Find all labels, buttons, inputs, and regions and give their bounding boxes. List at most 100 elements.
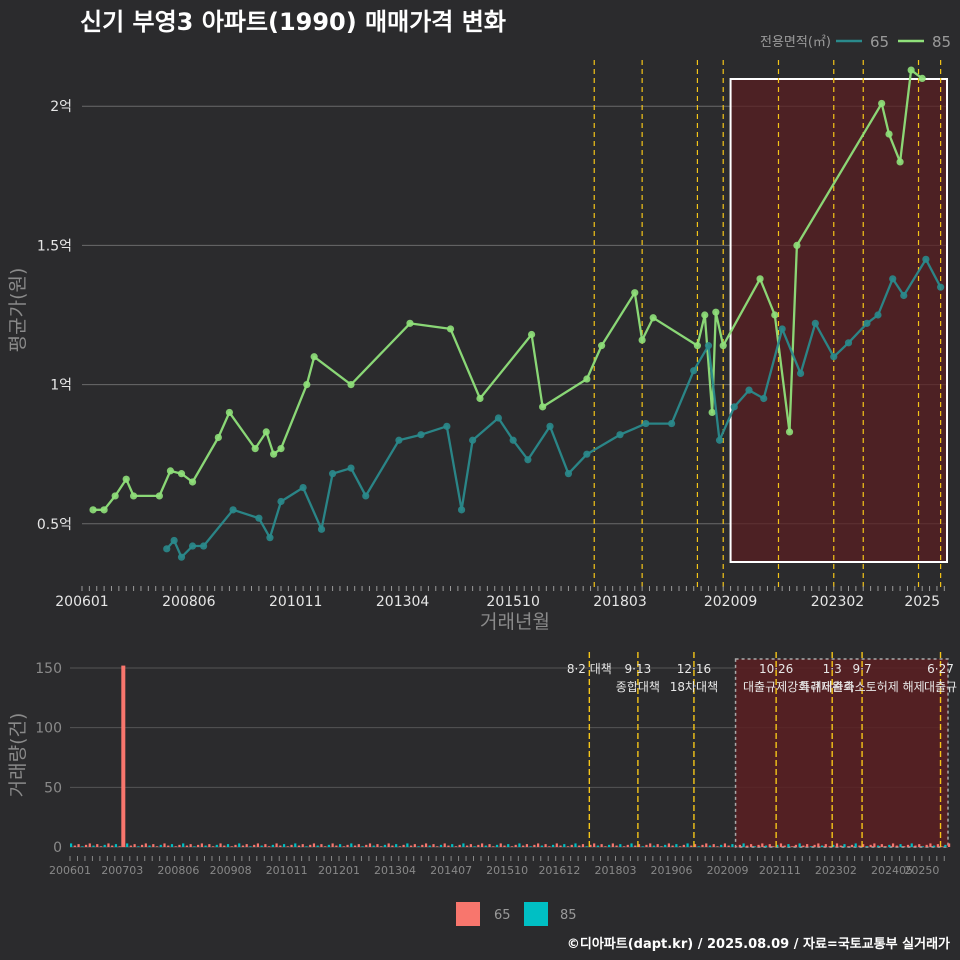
policy-label-bottom: 대출규제강화: [743, 680, 809, 694]
policy-label-top: 6·27: [927, 662, 954, 676]
volume-bar: [428, 845, 431, 847]
y-tick-label: 1억: [50, 378, 72, 394]
data-point-65: [188, 542, 197, 550]
policy-label-bottom: 규제완화: [810, 680, 854, 694]
volume-bar: [331, 843, 334, 847]
volume-bar: [862, 844, 865, 847]
legend-bar-label-85: 85: [560, 908, 577, 923]
data-point-65: [457, 506, 466, 514]
data-point-65: [668, 419, 676, 428]
volume-bar: [503, 845, 506, 847]
volume-bar: [241, 845, 245, 847]
volume-bar: [208, 844, 211, 847]
data-point-85: [598, 342, 606, 350]
data-point-85: [100, 506, 108, 514]
volume-bar: [451, 844, 454, 847]
volume-bar: [776, 844, 779, 847]
volume-bar: [727, 845, 730, 847]
data-point-85: [693, 342, 702, 350]
volume-bar: [764, 845, 768, 847]
volume-bar: [854, 843, 857, 847]
volume-bar: [671, 845, 674, 847]
data-point-65: [362, 492, 370, 500]
data-point-65: [328, 470, 337, 478]
data-point-65: [863, 319, 871, 327]
data-point-85: [527, 330, 536, 339]
volume-bar: [275, 843, 278, 847]
volume-bar: [888, 844, 891, 847]
volume-bar: [346, 844, 349, 847]
volume-bar: [230, 846, 233, 847]
volume-bar: [936, 844, 939, 847]
volume-y-tick-label: 0: [53, 840, 62, 856]
volume-bar: [873, 843, 876, 847]
volume-bar: [701, 844, 704, 847]
x-tick-label: 201304: [376, 594, 430, 610]
data-point-85: [476, 394, 484, 403]
volume-bar: [742, 843, 745, 847]
volume-bar: [249, 846, 252, 847]
data-point-85: [631, 289, 639, 297]
volume-bar: [424, 843, 428, 847]
volume-bar: [126, 843, 129, 847]
data-point-85: [406, 319, 414, 327]
volume-bar: [667, 843, 670, 847]
volume-bar: [174, 846, 177, 847]
volume-bar: [600, 844, 603, 847]
volume-bar: [548, 846, 551, 847]
data-point-65: [395, 436, 403, 444]
volume-bar: [634, 845, 637, 847]
volume-x-tick-label: 200806: [157, 864, 199, 877]
data-point-65: [796, 369, 805, 378]
volume-bar: [488, 844, 491, 847]
volume-bar: [260, 845, 263, 847]
volume-bar: [563, 844, 566, 847]
volume-bar: [81, 846, 84, 847]
data-point-85: [785, 428, 794, 436]
volume-bar: [566, 846, 570, 847]
data-point-65: [830, 353, 838, 361]
data-point-85: [878, 99, 886, 108]
volume-bar: [368, 843, 372, 847]
volume-bar: [297, 845, 301, 847]
data-point-65: [778, 325, 786, 333]
volume-bar: [380, 846, 383, 847]
volume-bar: [312, 843, 316, 847]
volume-bar: [148, 845, 151, 847]
volume-bar: [574, 843, 577, 847]
volume-bar: [480, 843, 484, 847]
volume-bar: [783, 845, 786, 847]
volume-bar: [376, 844, 379, 847]
volume-bar: [660, 846, 663, 847]
volume-panel: 0 50 100 150 8·2 대책 9·13 종합대책 12·16 18차대책 10·26 대출…: [35, 652, 957, 877]
data-point-85: [310, 353, 318, 361]
volume-bar: [189, 844, 192, 847]
volume-bar: [178, 844, 181, 847]
volume-y-tick-label: 100: [35, 721, 62, 737]
source-credit: ©디아파트(dapt.kr) / 2025.08.09 / 자료=국토교통부 실…: [567, 936, 950, 952]
volume-bar: [99, 846, 103, 847]
volume-x-tick-label: 200601: [49, 864, 91, 877]
highlight-box: [729, 78, 949, 563]
volume-y-tick-label: 150: [35, 661, 62, 677]
volume-bar: [806, 844, 809, 847]
policy-label-top: 12·16: [677, 662, 711, 676]
volume-bar: [226, 844, 230, 847]
volume-bar: [118, 846, 121, 847]
data-point-65: [469, 436, 477, 444]
data-point-85: [446, 325, 455, 333]
data-point-65: [229, 506, 237, 514]
volume-bar: [383, 844, 387, 847]
volume-x-tick-label: 202302: [815, 864, 857, 877]
volume-x-tick-label: 202111: [759, 864, 801, 877]
volume-bar: [466, 845, 469, 847]
volume-highlight-box: [734, 658, 949, 848]
volume-bar: [197, 844, 200, 847]
volume-bar: [682, 844, 685, 847]
volume-bar: [309, 844, 312, 847]
data-point-65: [317, 525, 326, 533]
volume-bar: [708, 845, 712, 847]
volume-bar: [884, 846, 887, 847]
data-point-65: [170, 536, 178, 545]
